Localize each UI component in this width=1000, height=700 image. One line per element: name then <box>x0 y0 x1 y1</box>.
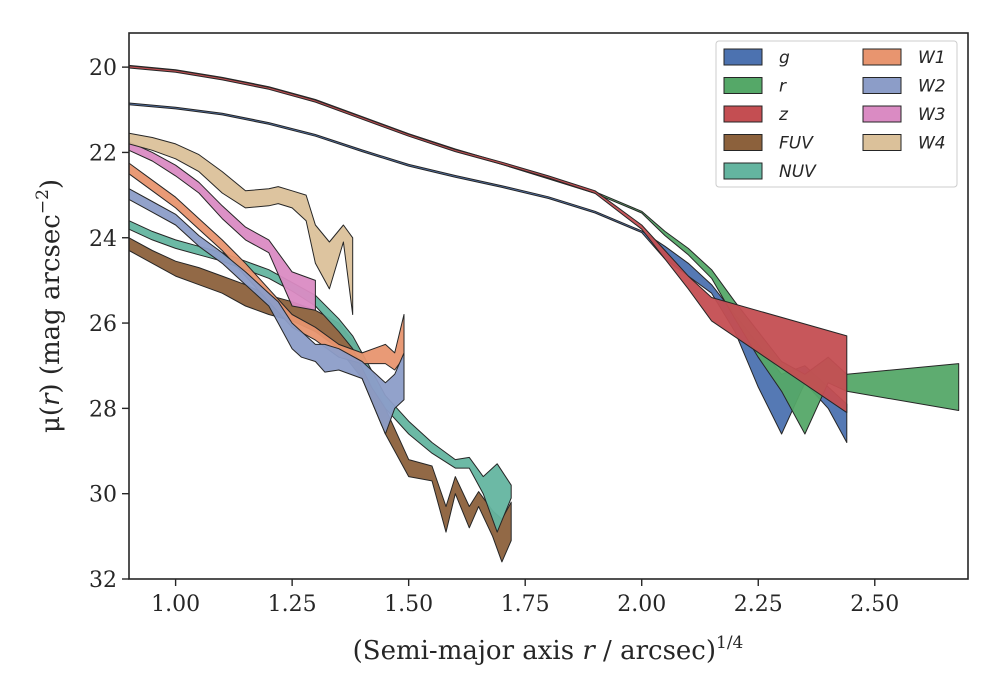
plot-frame <box>128 32 969 580</box>
y-axis-label-sup: −2 <box>33 189 53 214</box>
x-axis-ticks: 1.00 1.25 1.50 1.75 2.00 2.25 2.50 <box>151 579 899 617</box>
x-tick-label: 2.00 <box>617 592 666 617</box>
legend-swatch-W2 <box>862 77 902 94</box>
legend-swatch-W1 <box>862 48 902 66</box>
x-axis-label: (Semi-major axis r / arcsec)1/4 <box>353 633 744 666</box>
y-tick-label: 24 <box>89 227 117 252</box>
legend-label-NUV: NUV <box>779 162 817 182</box>
band-W3 <box>128 141 316 311</box>
y-tick-label: 30 <box>89 483 117 508</box>
x-tick-label: 2.50 <box>850 592 899 617</box>
legend-label-W4: W4 <box>918 134 946 154</box>
x-axis-label-sup: 1/4 <box>716 633 743 653</box>
legend-swatch-NUV <box>723 162 763 180</box>
legend-swatch-g <box>723 48 763 66</box>
x-tick-label: 1.00 <box>151 592 200 617</box>
y-axis-label-var: r <box>36 392 66 406</box>
x-tick-label: 2.25 <box>734 592 783 617</box>
legend-label-r: r <box>779 77 787 97</box>
legend-label-z: z <box>778 105 789 125</box>
legend-swatch-r <box>723 77 763 94</box>
legend: grz FUV NUV W1 W2 W3 W4 <box>715 40 958 188</box>
y-axis-label-main: μ( <box>36 406 66 433</box>
band-g <box>128 102 848 443</box>
legend-swatch-W4 <box>862 134 902 151</box>
y-axis-ticks: 20 22 24 26 28 30 32 <box>89 56 129 593</box>
y-axis-label-tail: ) (mag arcsec <box>36 214 66 393</box>
legend-label-g: g <box>779 48 790 68</box>
x-tick-label: 1.25 <box>268 592 317 617</box>
x-axis-label-main: (Semi-major axis <box>353 636 583 666</box>
band-W2 <box>128 188 405 435</box>
band-W4 <box>128 132 354 315</box>
band-z <box>128 65 848 414</box>
y-axis-label-close: ) <box>36 179 66 189</box>
y-tick-label: 32 <box>89 568 117 593</box>
legend-label-FUV: FUV <box>779 134 814 154</box>
x-tick-label: 1.75 <box>501 592 550 617</box>
legend-swatch-W3 <box>862 105 902 123</box>
legend-label-W3: W3 <box>918 105 946 125</box>
x-axis-label-var: r <box>582 636 596 666</box>
y-tick-label: 28 <box>89 397 117 422</box>
legend-label-W2: W2 <box>918 77 946 97</box>
legend-swatch-FUV <box>723 134 763 151</box>
legend-swatch-z <box>723 105 763 123</box>
y-tick-label: 26 <box>89 312 117 337</box>
y-tick-label: 22 <box>89 141 117 166</box>
series-bands <box>128 64 960 563</box>
legend-label-W1: W1 <box>918 48 946 68</box>
x-axis-label-tail: / arcsec) <box>595 636 716 666</box>
y-axis-label: μ(r) (mag arcsec−2) <box>33 179 66 433</box>
y-tick-label: 20 <box>89 56 117 81</box>
x-tick-label: 1.50 <box>384 592 433 617</box>
